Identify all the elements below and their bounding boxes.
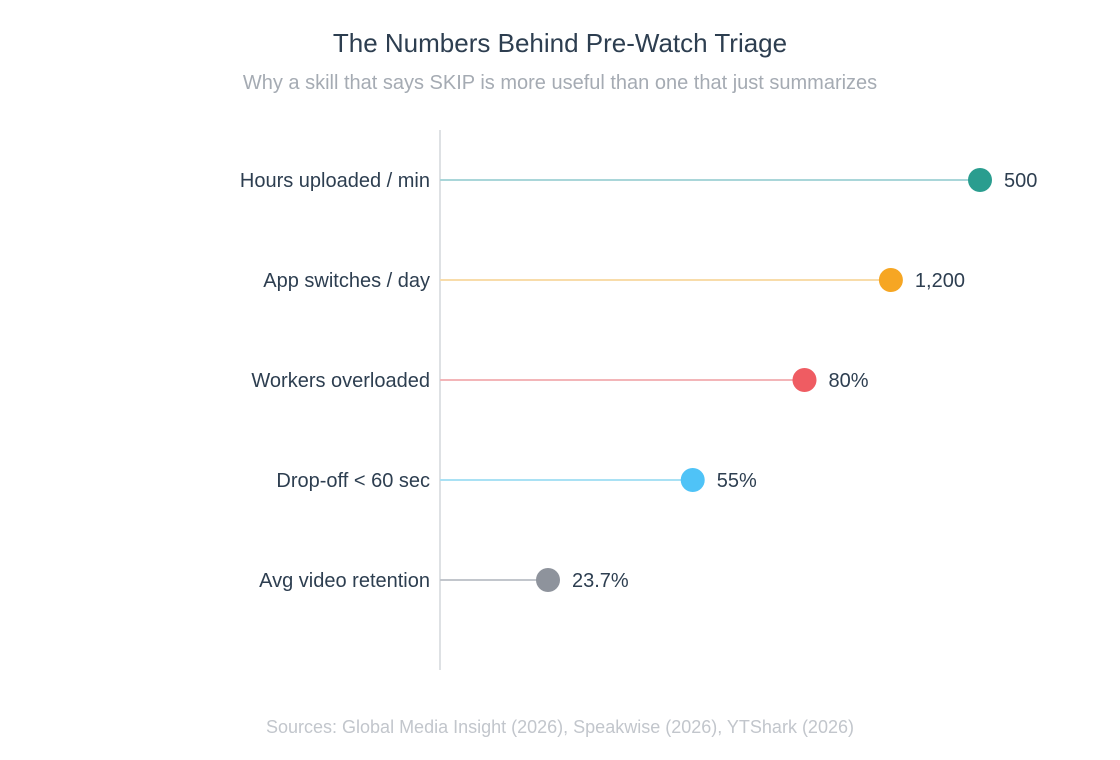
chart-marks: Hours uploaded / min 500 App switches / da… [240, 168, 1037, 592]
dot-2 [792, 368, 817, 392]
category-label-0: Hours uploaded / min [240, 170, 430, 192]
value-label-1: 1,200 [915, 270, 965, 292]
category-label-2: Workers overloaded [251, 370, 430, 392]
dot-3 [680, 468, 705, 492]
value-label-0: 500 [1004, 170, 1037, 192]
chart-subtitle: Why a skill that says SKIP is more usefu… [242, 72, 878, 94]
dot-0 [968, 168, 992, 192]
category-label-1: App switches / day [263, 270, 430, 292]
category-label-4: Avg video retention [259, 570, 430, 592]
category-label-3: Drop-off < 60 sec [276, 470, 430, 492]
dot-1 [878, 268, 903, 292]
chart-title: The Numbers Behind Pre-Watch Triage [332, 28, 788, 58]
value-label-4: 23.7% [572, 570, 629, 592]
value-label-2: 80% [829, 370, 869, 392]
dot-4 [536, 568, 560, 592]
sources-note: Sources: Global Media Insight (2026), Sp… [266, 717, 854, 737]
value-label-3: 55% [717, 470, 757, 492]
